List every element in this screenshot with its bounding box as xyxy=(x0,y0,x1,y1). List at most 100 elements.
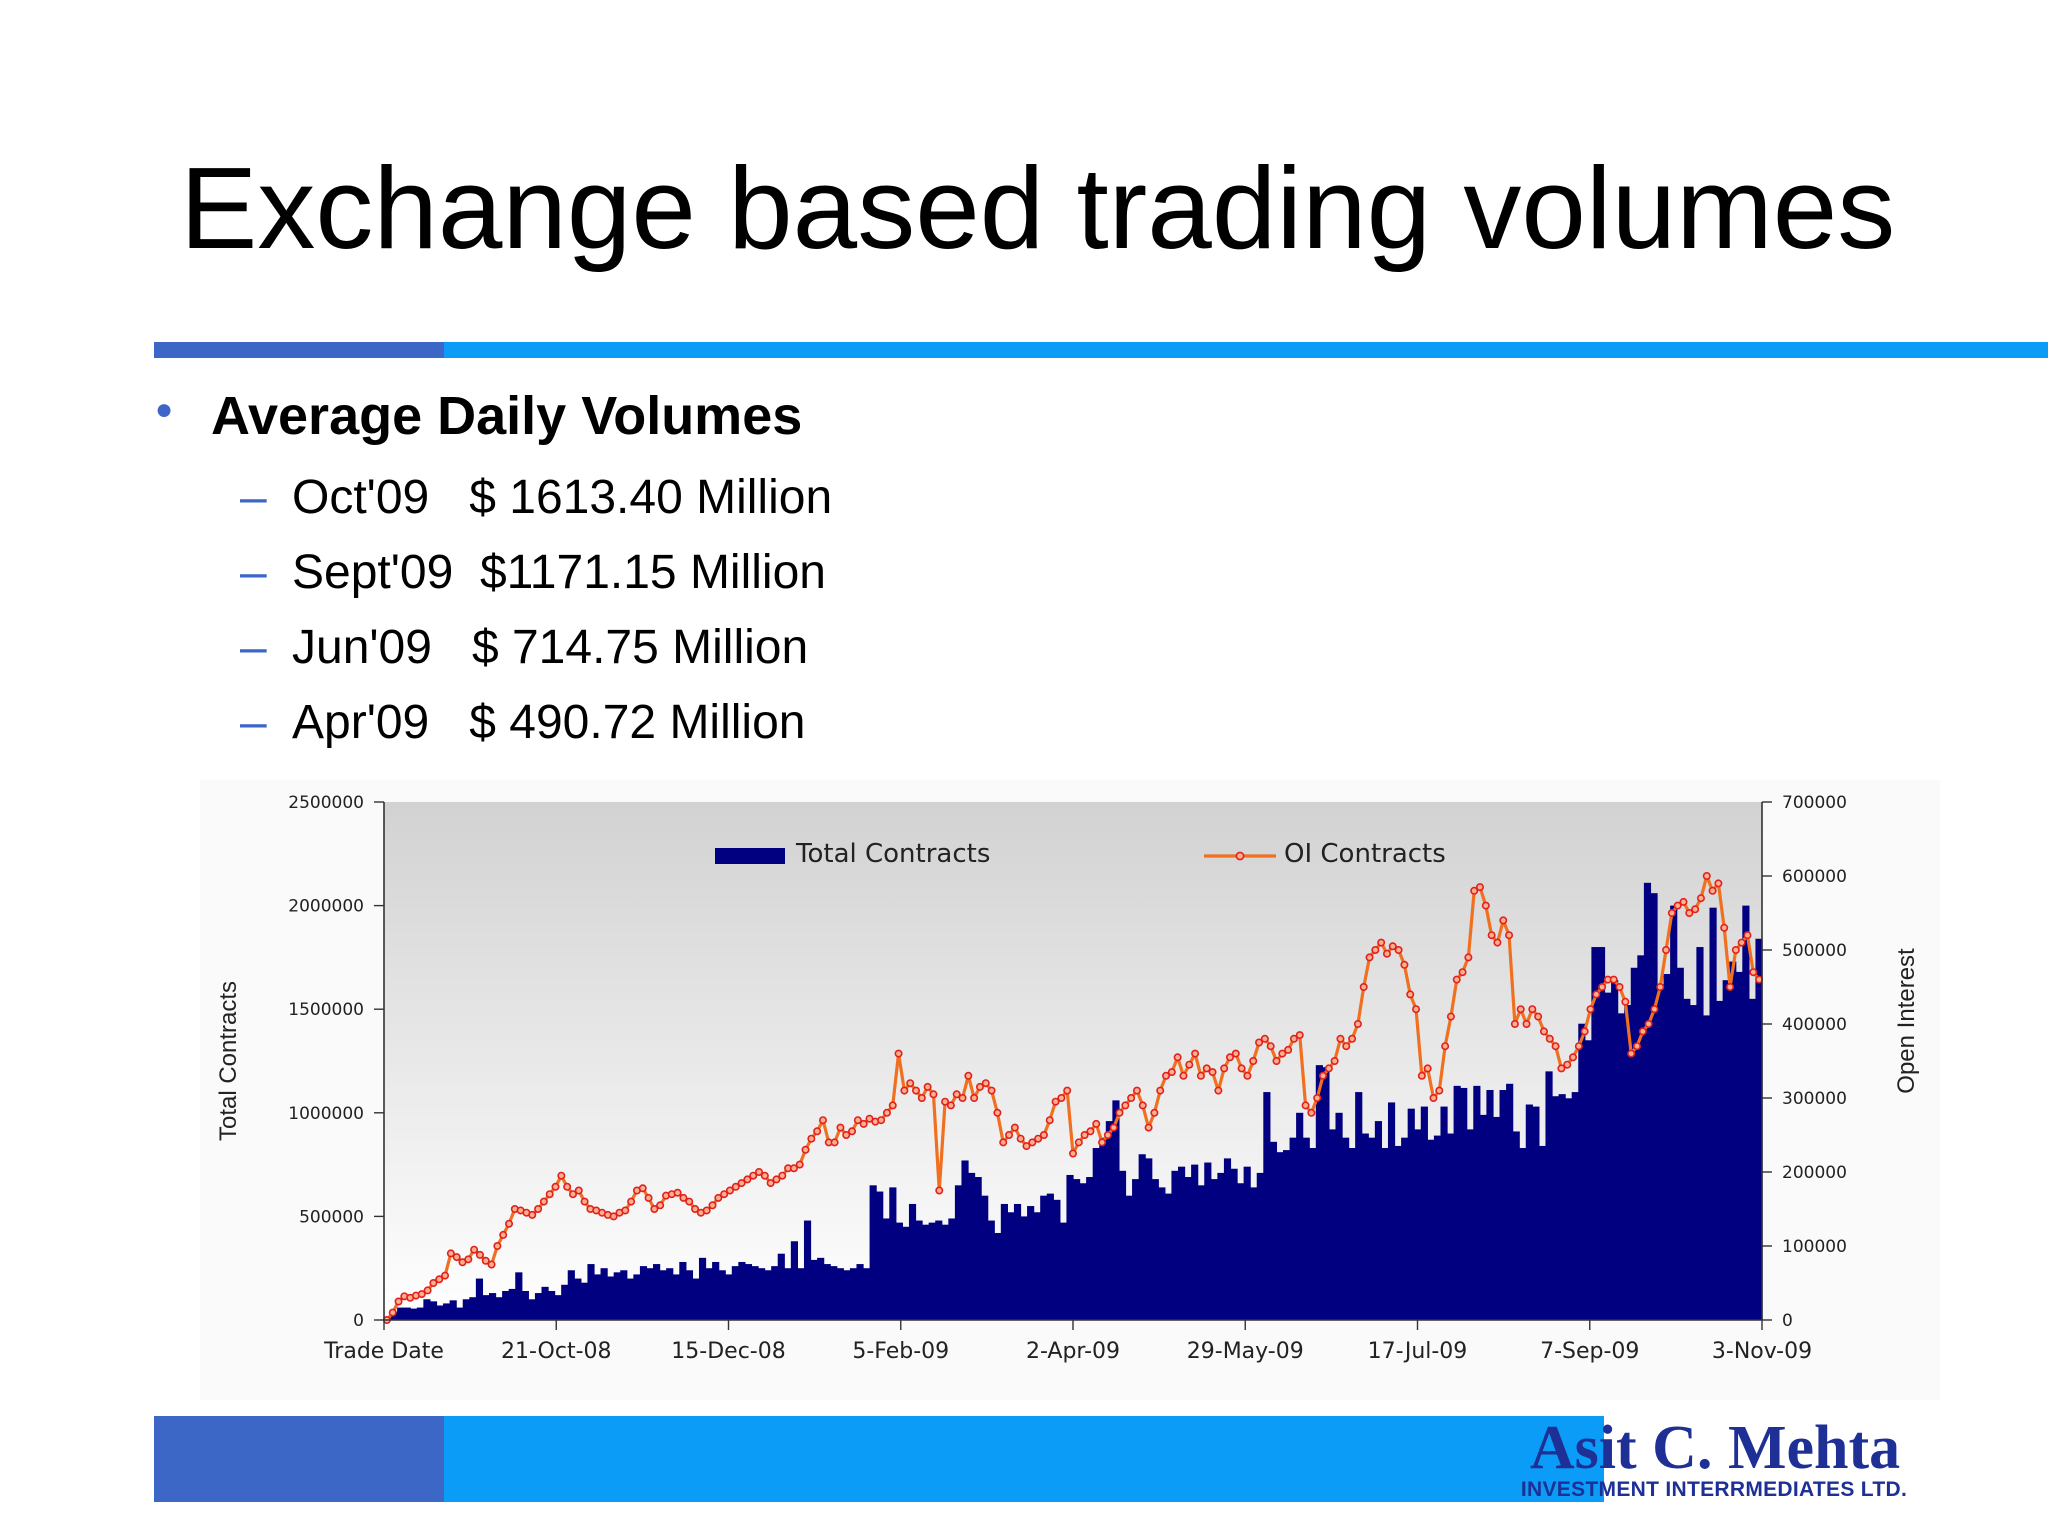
x-tick-label: 2-Apr-09 xyxy=(1026,1339,1120,1364)
oi-contracts-point xyxy=(1493,938,1502,947)
oi-contracts-point xyxy=(1446,1012,1455,1021)
oi-contracts-point xyxy=(1179,1071,1188,1080)
bar-total-contracts xyxy=(1164,1193,1173,1320)
bar-total-contracts xyxy=(1092,1148,1100,1320)
oi-contracts-point xyxy=(475,1250,484,1259)
oi-contracts-point xyxy=(1708,886,1717,895)
oi-contracts-point xyxy=(941,1097,950,1106)
oi-contracts-point xyxy=(1243,1071,1252,1080)
bar-total-contracts xyxy=(1676,967,1684,1320)
oi-contracts-point xyxy=(1098,1138,1107,1147)
oi-contracts-point xyxy=(818,1116,827,1125)
bar-total-contracts xyxy=(1033,1212,1041,1320)
bar-total-contracts xyxy=(1328,1129,1337,1320)
bar-total-contracts xyxy=(915,1220,923,1320)
oi-contracts-point xyxy=(1662,946,1671,955)
x-tick-label: 21-Oct-08 xyxy=(501,1339,612,1364)
oi-contracts-point xyxy=(1237,1064,1246,1073)
bar-total-contracts xyxy=(685,1270,694,1320)
dash-icon: – xyxy=(240,546,267,599)
bar-total-contracts xyxy=(1302,1137,1310,1320)
bar-total-contracts xyxy=(1276,1152,1284,1320)
bar-total-contracts xyxy=(397,1307,405,1320)
bar-total-contracts xyxy=(1433,1135,1442,1320)
oi-contracts-point xyxy=(1162,1071,1171,1080)
oi-contracts-point xyxy=(499,1230,508,1239)
bar-total-contracts xyxy=(1414,1129,1422,1320)
oi-contracts-point xyxy=(1551,1042,1560,1051)
oi-contracts-point xyxy=(970,1093,979,1102)
oi-contracts-point xyxy=(1348,1034,1357,1043)
bar-total-contracts xyxy=(1263,1092,1271,1320)
bar-total-contracts xyxy=(502,1290,510,1320)
bar-total-contracts xyxy=(416,1307,424,1320)
oi-contracts-point xyxy=(882,1108,891,1117)
oi-contracts-point xyxy=(1574,1042,1583,1051)
bar-total-contracts xyxy=(1374,1121,1383,1320)
oi-contracts-point xyxy=(755,1167,764,1176)
bar-total-contracts xyxy=(1604,992,1612,1320)
bar-total-contracts xyxy=(803,1220,812,1320)
oi-contracts-point xyxy=(1632,1042,1641,1051)
bar-total-contracts xyxy=(968,1172,976,1320)
oi-contracts-point xyxy=(877,1116,886,1125)
y-tick-label-right: 600000 xyxy=(1782,867,1847,887)
y-tick-label-right: 400000 xyxy=(1782,1015,1847,1035)
bar-total-contracts xyxy=(1453,1085,1461,1320)
sub-bullet-text: Apr'09 $ 490.72 Million xyxy=(292,696,806,749)
oi-contracts-point xyxy=(1510,1020,1519,1029)
oi-contracts-point xyxy=(853,1116,862,1125)
bar-total-contracts xyxy=(1440,1106,1448,1320)
oi-contracts-point xyxy=(1382,949,1391,958)
oi-contracts-point xyxy=(848,1127,857,1136)
oi-contracts-point xyxy=(1650,1005,1659,1014)
oi-contracts-point xyxy=(1330,1056,1339,1065)
oi-contracts-point xyxy=(923,1082,932,1091)
oi-contracts-point xyxy=(1260,1034,1269,1043)
oi-contracts-point xyxy=(1127,1093,1136,1102)
oi-contracts-point xyxy=(580,1197,589,1206)
x-tick-label: 7-Sep-09 xyxy=(1540,1339,1639,1364)
bar-total-contracts xyxy=(587,1264,595,1320)
bar-total-contracts xyxy=(1138,1154,1146,1320)
bar-total-contracts xyxy=(1027,1206,1035,1320)
oi-contracts-point xyxy=(1726,983,1735,992)
oi-contracts-point xyxy=(1051,1097,1060,1106)
bar-total-contracts xyxy=(1269,1141,1278,1320)
bar-total-contracts xyxy=(410,1308,418,1320)
oi-contracts-point xyxy=(1103,1130,1112,1139)
oi-contracts-point xyxy=(1458,968,1467,977)
bar-total-contracts xyxy=(718,1270,726,1320)
y-tick-label-right: 200000 xyxy=(1782,1163,1847,1183)
bar-total-contracts xyxy=(1256,1172,1264,1320)
bar-total-contracts xyxy=(705,1268,713,1320)
bar-total-contracts xyxy=(836,1268,844,1320)
bar-total-contracts xyxy=(1342,1137,1350,1320)
bar-total-contracts xyxy=(1079,1183,1087,1320)
oi-contracts-point xyxy=(574,1186,583,1195)
oi-contracts-point xyxy=(1080,1130,1089,1139)
bar-total-contracts xyxy=(488,1293,497,1320)
bar-total-contracts xyxy=(633,1274,641,1320)
bar-total-contracts xyxy=(1473,1085,1481,1320)
oi-contracts-point xyxy=(1063,1086,1072,1095)
oi-contracts-point xyxy=(714,1193,723,1202)
oi-contracts-point xyxy=(1435,1086,1444,1095)
oi-contracts-point xyxy=(1429,1093,1438,1102)
oi-contracts-point xyxy=(1150,1108,1159,1117)
oi-contracts-point xyxy=(859,1119,868,1128)
oi-contracts-point xyxy=(1673,901,1682,910)
oi-contracts-point xyxy=(505,1219,514,1228)
bar-total-contracts xyxy=(639,1266,648,1320)
bar-total-contracts xyxy=(1670,905,1678,1320)
legend-label-oi-contracts: OI Contracts xyxy=(1284,839,1446,869)
bar-total-contracts xyxy=(843,1270,851,1320)
bar-total-contracts xyxy=(475,1278,484,1320)
bar-total-contracts xyxy=(1086,1177,1094,1320)
oi-contracts-point xyxy=(1685,909,1694,918)
dash-icon: – xyxy=(240,471,267,524)
bar-total-contracts xyxy=(1073,1179,1081,1320)
oi-contracts-point xyxy=(743,1175,752,1184)
bar-total-contracts xyxy=(659,1270,667,1320)
oi-contracts-point xyxy=(1185,1060,1194,1069)
